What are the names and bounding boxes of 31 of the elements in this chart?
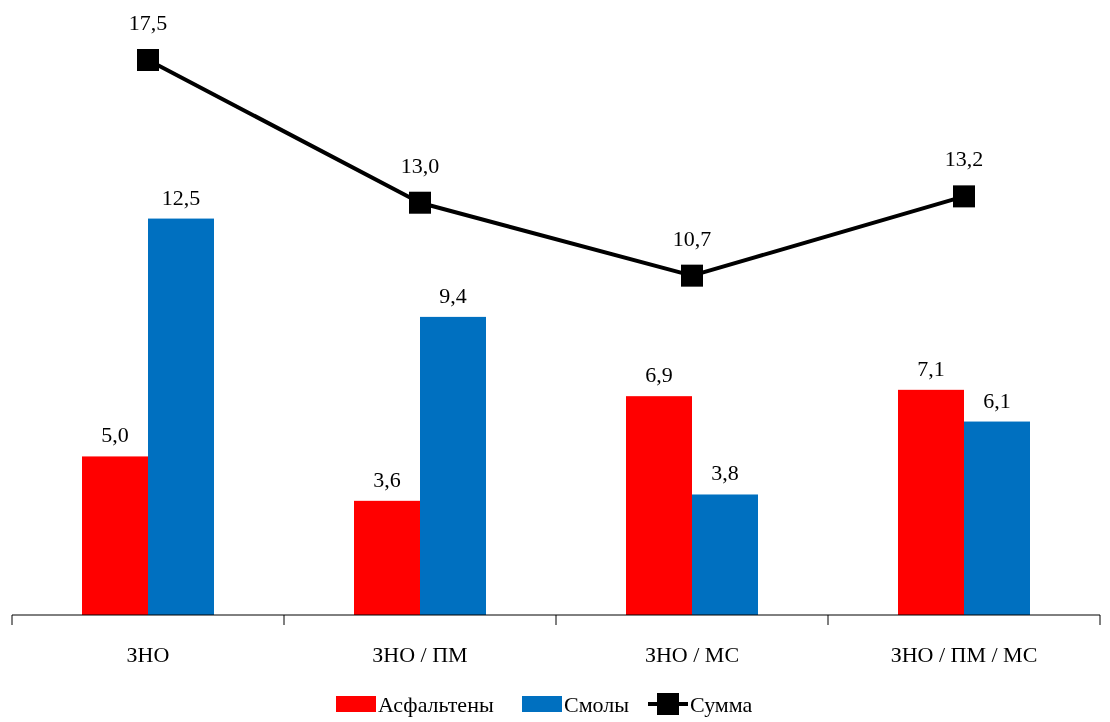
data-label: 7,1 [917,355,945,381]
data-label: 10,7 [672,225,712,251]
data-label: 9,4 [439,282,467,308]
point [137,49,159,71]
legend-label: Смолы [564,692,630,717]
bar [148,218,214,615]
data-label: 17,5 [128,10,168,35]
data-label: 13,2 [944,146,984,172]
x-tick-label: ЗНО / МС [644,642,740,667]
bar [898,389,964,615]
point [409,191,431,214]
data-label: 5,0 [101,422,129,448]
bar [82,456,148,615]
data-label: 12,5 [161,184,201,210]
bar [964,421,1030,615]
data-label: 6,9 [645,362,673,388]
data-label: 3,8 [711,460,739,486]
x-tick-label: ЗНО / ПМ / МС [890,642,1038,667]
data-label: 6,1 [983,387,1011,413]
data-label: 13,0 [400,152,440,178]
point [681,264,703,287]
data-label: 3,6 [373,466,401,492]
x-tick-label: ЗНО [126,642,170,667]
x-tick-label: ЗНО / ПМ [372,642,468,667]
legend-label: Асфальтены [378,692,494,717]
bar [626,396,692,615]
bar [354,500,420,615]
bar [692,494,758,615]
point [953,185,975,208]
bar [420,316,486,615]
legend-label: Сумма [690,692,753,717]
